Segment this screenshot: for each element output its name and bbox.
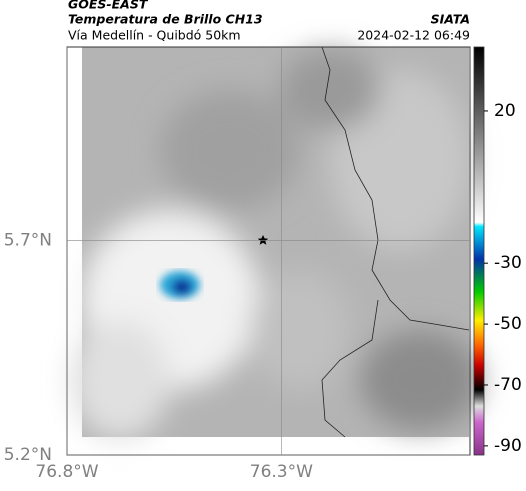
colorbar <box>473 46 485 456</box>
border <box>321 46 470 438</box>
route: Vía Medellín - Quibdó 50km <box>68 28 241 43</box>
source: GOES-EAST <box>68 0 149 12</box>
datetime: 2024-02-12 06:49 <box>357 28 470 43</box>
product: Temperatura de Brillo CH13 <box>68 12 263 27</box>
x-tick-label: 76.3°W <box>250 462 313 482</box>
colorbar-tick-label: -70 <box>494 375 522 395</box>
agency: SIATA <box>431 12 470 27</box>
y-tick-label: 5.7°N <box>4 230 52 250</box>
colorbar-tick-label: 20 <box>494 101 516 121</box>
y-tick-label: 5.2°N <box>4 445 52 465</box>
colorbar-tick-label: -90 <box>494 436 522 456</box>
x-tick-label: 76.8°W <box>35 462 98 482</box>
colorbar-tick-label: -50 <box>494 314 522 334</box>
satellite-image <box>70 46 480 440</box>
colorbar-tick-label: -30 <box>494 253 522 273</box>
location-marker <box>257 235 269 245</box>
